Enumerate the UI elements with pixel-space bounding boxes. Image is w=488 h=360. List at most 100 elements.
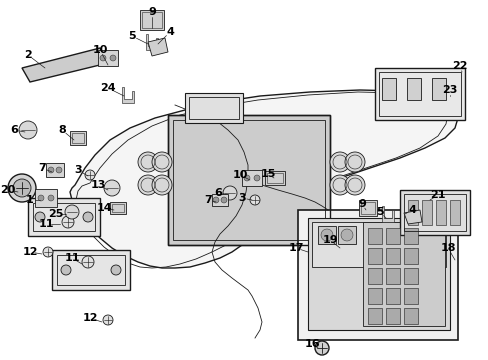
Bar bbox=[367, 228, 381, 244]
Circle shape bbox=[223, 186, 237, 200]
Text: 21: 21 bbox=[429, 190, 445, 200]
Text: 3: 3 bbox=[74, 165, 81, 175]
Polygon shape bbox=[70, 131, 86, 145]
Bar bbox=[317, 226, 335, 244]
Text: 18: 18 bbox=[439, 243, 455, 253]
Polygon shape bbox=[381, 206, 393, 222]
Text: 20: 20 bbox=[0, 185, 16, 195]
Bar bbox=[57, 255, 125, 285]
Text: 22: 22 bbox=[451, 61, 467, 71]
Bar bbox=[337, 226, 355, 244]
Text: 17: 17 bbox=[287, 243, 303, 253]
Text: 9: 9 bbox=[148, 7, 156, 17]
Bar bbox=[362, 222, 444, 326]
Circle shape bbox=[329, 152, 349, 172]
Circle shape bbox=[345, 152, 364, 172]
Circle shape bbox=[85, 170, 95, 180]
Text: 7: 7 bbox=[38, 163, 46, 173]
Circle shape bbox=[83, 212, 93, 222]
Bar bbox=[46, 163, 64, 177]
Text: 2: 2 bbox=[24, 50, 32, 60]
Circle shape bbox=[329, 175, 349, 195]
Bar bbox=[242, 170, 262, 186]
Circle shape bbox=[56, 167, 62, 173]
Bar bbox=[98, 50, 118, 66]
Circle shape bbox=[13, 179, 31, 197]
Text: 23: 23 bbox=[442, 85, 457, 95]
Text: 11: 11 bbox=[38, 219, 54, 229]
Circle shape bbox=[152, 175, 172, 195]
Text: 10: 10 bbox=[232, 170, 247, 180]
Bar bbox=[403, 288, 417, 304]
Text: 16: 16 bbox=[304, 339, 319, 349]
Polygon shape bbox=[264, 171, 285, 185]
Circle shape bbox=[48, 195, 54, 201]
Circle shape bbox=[213, 197, 219, 203]
Circle shape bbox=[138, 152, 158, 172]
Bar bbox=[367, 288, 381, 304]
Bar bbox=[374, 68, 464, 120]
Bar bbox=[385, 288, 399, 304]
Circle shape bbox=[253, 175, 260, 181]
Bar bbox=[399, 190, 469, 235]
Text: 1: 1 bbox=[26, 195, 34, 205]
Text: 9: 9 bbox=[357, 199, 365, 209]
Circle shape bbox=[340, 229, 352, 241]
Bar bbox=[407, 200, 417, 225]
Text: 12: 12 bbox=[22, 247, 38, 257]
Bar bbox=[52, 250, 130, 290]
Bar bbox=[173, 120, 325, 240]
Text: 15: 15 bbox=[260, 169, 275, 179]
Text: 25: 25 bbox=[48, 209, 63, 219]
Circle shape bbox=[138, 175, 158, 195]
Bar bbox=[168, 115, 329, 245]
Text: 11: 11 bbox=[64, 253, 80, 263]
Polygon shape bbox=[110, 202, 126, 214]
Text: 5: 5 bbox=[128, 31, 136, 41]
Bar bbox=[431, 78, 445, 100]
Bar bbox=[367, 268, 381, 284]
Bar bbox=[168, 115, 329, 245]
Circle shape bbox=[38, 195, 44, 201]
Polygon shape bbox=[22, 48, 108, 82]
Polygon shape bbox=[122, 87, 134, 103]
Circle shape bbox=[345, 175, 364, 195]
Circle shape bbox=[19, 121, 37, 139]
Text: 6: 6 bbox=[10, 125, 18, 135]
Text: 12: 12 bbox=[82, 313, 98, 323]
Polygon shape bbox=[146, 34, 158, 50]
Text: 6: 6 bbox=[214, 188, 222, 198]
Circle shape bbox=[244, 175, 249, 181]
Text: 14: 14 bbox=[96, 203, 112, 213]
Circle shape bbox=[103, 315, 113, 325]
Bar bbox=[403, 228, 417, 244]
Bar bbox=[385, 228, 399, 244]
Bar bbox=[35, 189, 57, 207]
Bar bbox=[297, 210, 457, 340]
Bar bbox=[367, 308, 381, 324]
Bar bbox=[184, 93, 243, 123]
Text: 24: 24 bbox=[100, 83, 116, 93]
Bar bbox=[403, 194, 465, 231]
Bar bbox=[403, 248, 417, 264]
Text: 8: 8 bbox=[58, 125, 66, 135]
Bar bbox=[406, 78, 420, 100]
Circle shape bbox=[65, 205, 79, 219]
Bar bbox=[403, 308, 417, 324]
Polygon shape bbox=[403, 210, 421, 224]
Circle shape bbox=[104, 180, 120, 196]
Text: 3: 3 bbox=[238, 193, 245, 203]
Circle shape bbox=[314, 341, 328, 355]
Polygon shape bbox=[140, 10, 163, 30]
Circle shape bbox=[249, 195, 260, 205]
Circle shape bbox=[111, 265, 121, 275]
Bar bbox=[385, 268, 399, 284]
Bar bbox=[381, 78, 395, 100]
Text: 5: 5 bbox=[375, 207, 383, 217]
Bar bbox=[435, 200, 445, 225]
Polygon shape bbox=[358, 200, 376, 216]
Circle shape bbox=[221, 197, 226, 203]
Circle shape bbox=[43, 247, 53, 257]
Circle shape bbox=[48, 167, 54, 173]
Text: 4: 4 bbox=[407, 205, 415, 215]
